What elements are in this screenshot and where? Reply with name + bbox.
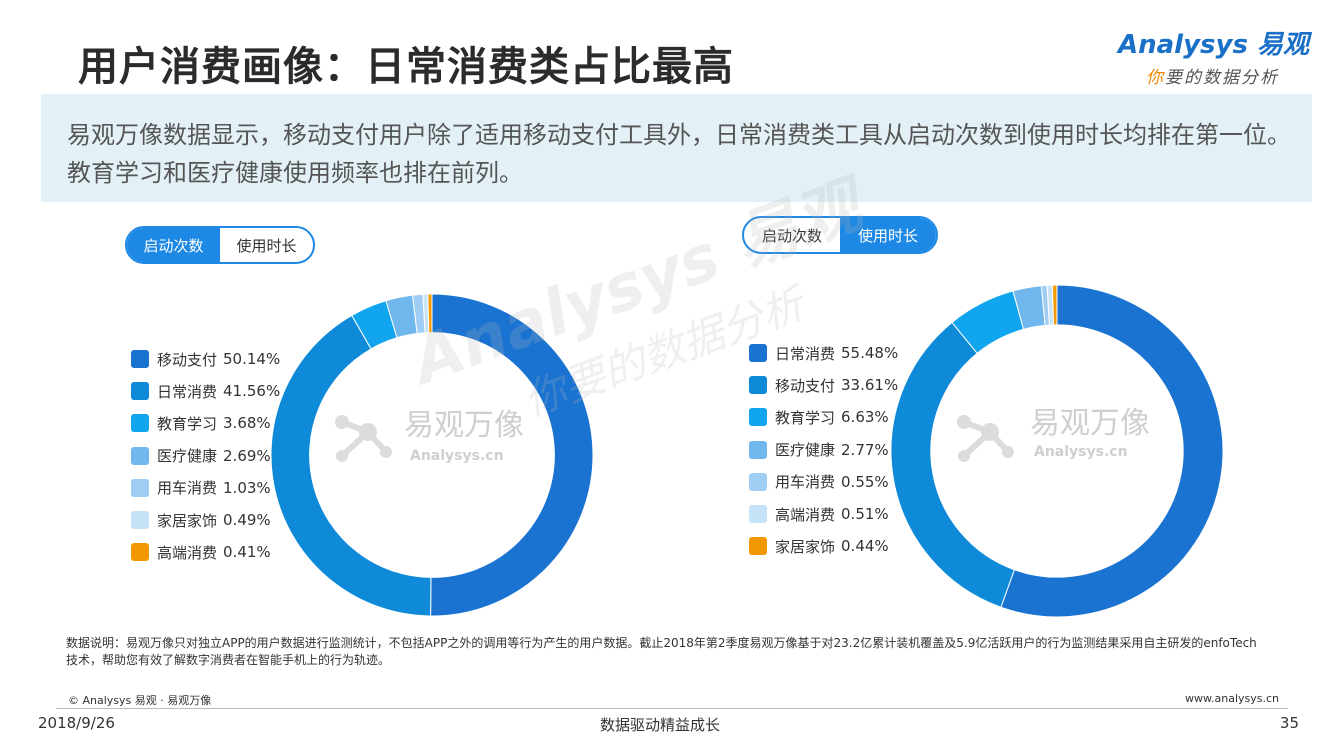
- legend-launch-count: 移动支付 50.14% 日常消费 41.56% 教育学习 3.68% 医疗健康 2.69% 用车…: [131, 343, 280, 568]
- donut-slice-1[interactable]: [270, 314, 432, 617]
- legend-label: 用车消费: [775, 473, 836, 492]
- report-date: 2018/9/26: [38, 714, 115, 732]
- legend-value: 55.48%: [841, 344, 899, 363]
- logo-slogan-rest: 要的数据分析: [1165, 68, 1279, 88]
- legend-item[interactable]: 家居家饰 0.44%: [749, 530, 898, 562]
- legend-value: 0.41%: [223, 543, 271, 562]
- legend-swatch: [749, 376, 767, 395]
- legend-usage-time: 日常消费 55.48% 移动支付 33.61% 教育学习 6.63% 医疗健康 2.77% 用车…: [749, 337, 898, 562]
- legend-label: 日常消费: [157, 382, 218, 401]
- legend-label: 家居家饰: [775, 537, 836, 556]
- legend-item[interactable]: 移动支付 33.61%: [749, 369, 898, 401]
- legend-value: 2.69%: [223, 446, 271, 465]
- legend-swatch: [131, 350, 149, 369]
- legend-label: 用车消费: [157, 479, 218, 498]
- legend-label: 高端消费: [775, 505, 836, 524]
- legend-swatch: [131, 543, 149, 562]
- page-title: 用户消费画像：日常消费类占比最高: [78, 44, 734, 90]
- legend-item[interactable]: 教育学习 6.63%: [749, 401, 898, 433]
- legend-label: 高端消费: [157, 543, 218, 562]
- toggle-launch-count-left[interactable]: 启动次数: [127, 228, 220, 262]
- legend-swatch: [749, 505, 767, 524]
- legend-label: 医疗健康: [775, 441, 836, 460]
- toggle-usage-time-left[interactable]: 使用时长: [236, 236, 297, 255]
- legend-item[interactable]: 移动支付 50.14%: [131, 343, 280, 375]
- page-number: 35: [1279, 714, 1299, 732]
- legend-item[interactable]: 日常消费 41.56%: [131, 375, 280, 407]
- logo-slogan-first: 你: [1146, 68, 1165, 88]
- legend-value: 33.61%: [841, 376, 899, 395]
- legend-swatch: [749, 344, 767, 363]
- donut-chart-usage-time: [890, 284, 1224, 618]
- legend-item[interactable]: 用车消费 0.55%: [749, 466, 898, 498]
- legend-swatch: [131, 414, 149, 433]
- tagline: 数据驱动精益成长: [600, 716, 721, 734]
- donut-slice-6[interactable]: [427, 293, 433, 334]
- legend-label: 日常消费: [775, 344, 836, 363]
- legend-item[interactable]: 日常消费 55.48%: [749, 337, 898, 369]
- toggle-launch-count-right[interactable]: 启动次数: [761, 226, 822, 245]
- legend-swatch: [749, 537, 767, 556]
- legend-value: 41.56%: [223, 382, 281, 401]
- legend-swatch: [131, 511, 149, 530]
- legend-item[interactable]: 教育学习 3.68%: [131, 407, 280, 439]
- website-link[interactable]: www.analysys.cn: [1185, 692, 1279, 705]
- footer-divider: [56, 708, 1288, 709]
- legend-item[interactable]: 医疗健康 2.69%: [131, 440, 280, 472]
- donut-slice-1[interactable]: [890, 321, 1016, 608]
- legend-item[interactable]: 用车消费 1.03%: [131, 472, 280, 504]
- legend-value: 3.68%: [223, 414, 271, 433]
- donut-slice-6[interactable]: [1051, 284, 1058, 326]
- logo-slogan: 你要的数据分析: [1146, 63, 1308, 88]
- legend-swatch: [131, 446, 149, 465]
- metric-toggle-right[interactable]: 启动次数 使用时长: [742, 216, 938, 254]
- toggle-usage-time-right[interactable]: 使用时长: [840, 218, 936, 252]
- donut-slice-0[interactable]: [1000, 284, 1224, 618]
- legend-value: 0.51%: [841, 505, 889, 524]
- legend-item[interactable]: 高端消费 0.51%: [749, 498, 898, 530]
- metric-toggle-left[interactable]: 启动次数 使用时长: [125, 226, 315, 264]
- legend-label: 教育学习: [775, 408, 836, 427]
- analysys-logo: Analysys 易观 你要的数据分析: [1118, 24, 1309, 94]
- copyright: © Analysys 易观 · 易观万像: [68, 694, 212, 707]
- legend-label: 教育学习: [157, 414, 218, 433]
- legend-item[interactable]: 医疗健康 2.77%: [749, 434, 898, 466]
- legend-item[interactable]: 高端消费 0.41%: [131, 536, 280, 568]
- legend-value: 0.55%: [841, 472, 889, 491]
- legend-label: 移动支付: [157, 350, 218, 369]
- legend-value: 0.49%: [223, 511, 271, 530]
- legend-swatch: [131, 382, 149, 401]
- legend-value: 6.63%: [841, 408, 889, 427]
- logo-brand: Analysys 易观: [1118, 30, 1309, 60]
- legend-item[interactable]: 家居家饰 0.49%: [131, 504, 280, 536]
- legend-swatch: [749, 440, 767, 459]
- legend-label: 家居家饰: [157, 511, 218, 530]
- legend-swatch: [749, 472, 767, 491]
- donut-slice-0[interactable]: [430, 293, 594, 617]
- legend-swatch: [749, 408, 767, 427]
- legend-label: 移动支付: [775, 376, 836, 395]
- legend-value: 2.77%: [841, 440, 889, 459]
- legend-swatch: [131, 478, 149, 497]
- legend-value: 1.03%: [223, 478, 271, 497]
- legend-label: 医疗健康: [157, 447, 218, 466]
- legend-value: 0.44%: [841, 537, 889, 556]
- legend-value: 50.14%: [223, 350, 281, 369]
- data-note: 数据说明：易观万像只对独立APP的用户数据进行监测统计，不包括APP之外的调用等…: [66, 636, 1257, 667]
- summary-box: 易观万像数据显示，移动支付用户除了适用移动支付工具外，日常消费类工具从启动次数到…: [41, 94, 1312, 202]
- donut-chart-launch-count: [270, 293, 594, 617]
